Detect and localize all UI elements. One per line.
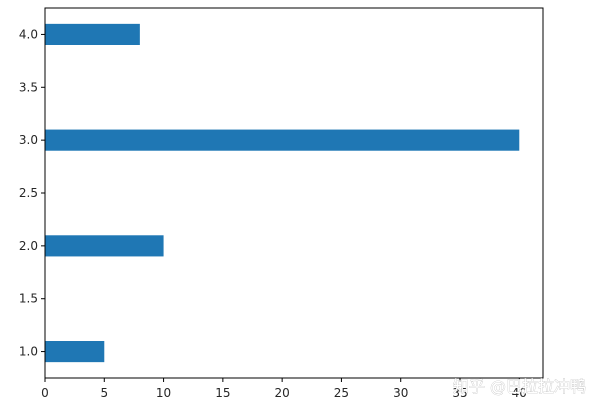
y-axis-ticks: 1.0 1.5 2.0 2.5 3.0 3.5 4.0 bbox=[19, 27, 45, 359]
bar-1 bbox=[45, 235, 164, 257]
x-tick-label-8: 40 bbox=[512, 386, 527, 400]
y-tick-label-1: 1.5 bbox=[19, 292, 38, 306]
bar-3 bbox=[45, 23, 140, 45]
y-tick-label-6: 4.0 bbox=[19, 27, 38, 41]
y-tick-label-5: 3.5 bbox=[19, 80, 38, 94]
x-tick-label-7: 35 bbox=[452, 386, 467, 400]
y-tick-label-4: 3.0 bbox=[19, 133, 38, 147]
y-tick-label-0: 1.0 bbox=[19, 345, 38, 359]
bar-2 bbox=[45, 129, 520, 151]
y-tick-label-2: 2.0 bbox=[19, 239, 38, 253]
x-tick-label-2: 10 bbox=[156, 386, 171, 400]
x-tick-label-3: 15 bbox=[215, 386, 230, 400]
plot-background bbox=[45, 8, 543, 378]
x-tick-label-4: 20 bbox=[275, 386, 290, 400]
x-axis-ticks: 0 5 10 15 20 25 30 35 40 bbox=[41, 378, 527, 400]
watermark-text: 知乎 @巴拉拉冲鸭 bbox=[453, 377, 586, 396]
plot-frame bbox=[44, 7, 544, 379]
x-tick-label-6: 30 bbox=[393, 386, 408, 400]
bar-0 bbox=[45, 341, 105, 363]
x-tick-label-0: 0 bbox=[41, 386, 49, 400]
bars-group bbox=[45, 23, 520, 363]
x-tick-label-5: 25 bbox=[334, 386, 349, 400]
x-tick-label-1: 5 bbox=[100, 386, 108, 400]
y-tick-label-3: 2.5 bbox=[19, 186, 38, 200]
